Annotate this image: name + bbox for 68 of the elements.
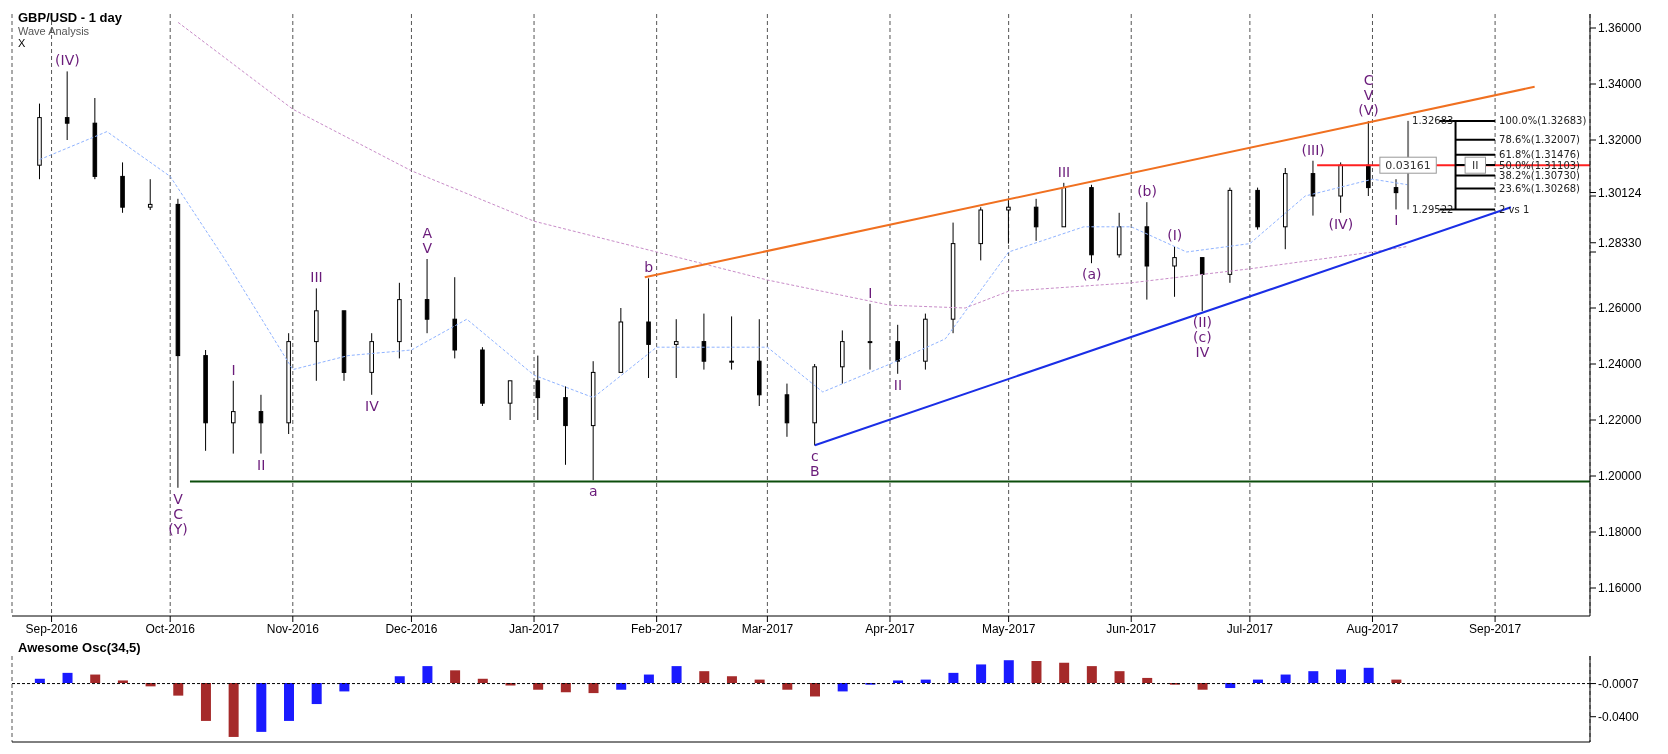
annotation: a xyxy=(589,483,598,500)
annotation: V xyxy=(1363,86,1374,103)
y-tick-label: -0.0400 xyxy=(1598,709,1640,724)
x-tick-label: Feb-2017 xyxy=(630,621,683,636)
annotation: X xyxy=(18,37,27,49)
x-tick-label: Aug-2017 xyxy=(1346,621,1399,636)
chart-title: Awesome Osc(34,5) xyxy=(18,640,141,655)
y-tick-label: 1.18000 xyxy=(1598,525,1642,540)
annotation: II xyxy=(1472,158,1479,172)
y-tick-label: 1.30124 xyxy=(1598,185,1642,200)
x-tick-label: Jan-2017 xyxy=(509,621,560,636)
annotation: (II) xyxy=(1192,314,1213,331)
annotation: (Y) xyxy=(168,520,188,537)
annotation: 78.6%(1.32007) xyxy=(1499,134,1581,146)
x-tick-label: Apr-2017 xyxy=(865,621,915,636)
annotation: III xyxy=(1057,163,1071,180)
y-tick-label: 1.28330 xyxy=(1598,236,1642,251)
text: Wave Analysis xyxy=(18,25,91,37)
x-tick-label: May-2017 xyxy=(981,621,1036,636)
annotation: (IV) xyxy=(55,52,80,69)
annotation: V xyxy=(173,490,184,507)
annotation: c xyxy=(810,448,819,465)
annotation: (V) xyxy=(1358,101,1379,118)
annotation: (c) xyxy=(1193,329,1212,346)
annotation: (I) xyxy=(1167,227,1183,244)
annotation: 61.8%(1.31476) xyxy=(1499,149,1581,161)
x-tick-label: Mar-2017 xyxy=(741,621,794,636)
annotation: IV xyxy=(365,397,380,414)
y-tick-label: 1.24000 xyxy=(1598,357,1642,372)
annotation: 0.03161 xyxy=(1385,158,1431,172)
annotation: I xyxy=(231,361,236,378)
y-tick-label: 1.20000 xyxy=(1598,469,1642,484)
annotation: C xyxy=(173,505,184,522)
annotation: 1.32683 xyxy=(1412,115,1454,127)
annotation: 1.29522 xyxy=(1412,203,1454,215)
x-tick-label: Nov-2016 xyxy=(266,621,320,636)
annotation: (III) xyxy=(1301,141,1325,158)
annotation: II xyxy=(257,456,266,473)
chart-title: GBP/USD - 1 day xyxy=(18,10,123,25)
annotation: II xyxy=(893,376,903,393)
y-tick-label: 1.22000 xyxy=(1598,413,1642,428)
y-tick-label: 1.26000 xyxy=(1598,301,1642,316)
y-tick-label: 1.16000 xyxy=(1598,581,1642,596)
y-tick-label: 1.32000 xyxy=(1598,133,1642,148)
x-tick-label: Oct-2016 xyxy=(145,621,196,636)
annotation: (b) xyxy=(1137,183,1157,200)
annotation: III xyxy=(310,269,323,286)
annotation: B xyxy=(810,463,820,480)
annotation: 23.6%(1.30268) xyxy=(1499,183,1581,194)
annotation: I xyxy=(868,284,873,301)
x-tick-label: Dec-2016 xyxy=(385,621,438,636)
y-tick-label: 1.36000 xyxy=(1598,21,1642,36)
annotation: I xyxy=(1394,212,1399,229)
annotation: C xyxy=(1363,71,1374,88)
x-tick-label: Sep-2016 xyxy=(25,621,78,636)
annotation: (a) xyxy=(1081,266,1102,283)
x-tick-label: Jul-2017 xyxy=(1226,621,1274,636)
y-tick-label: 1.34000 xyxy=(1598,77,1642,92)
x-tick-label: Sep-2017 xyxy=(1469,621,1522,636)
annotation: IV xyxy=(1195,344,1210,361)
annotation: V xyxy=(422,240,433,256)
annotation: b xyxy=(644,259,654,276)
y-tick-label: -0.0007 xyxy=(1598,676,1640,691)
annotation: (IV) xyxy=(1328,215,1354,232)
annotation: 38.2%(1.30730) xyxy=(1499,170,1581,182)
annotation: 100.0%(1.32683) xyxy=(1499,115,1587,127)
x-tick-label: Jun-2017 xyxy=(1106,621,1157,636)
annotation: A xyxy=(422,225,433,241)
